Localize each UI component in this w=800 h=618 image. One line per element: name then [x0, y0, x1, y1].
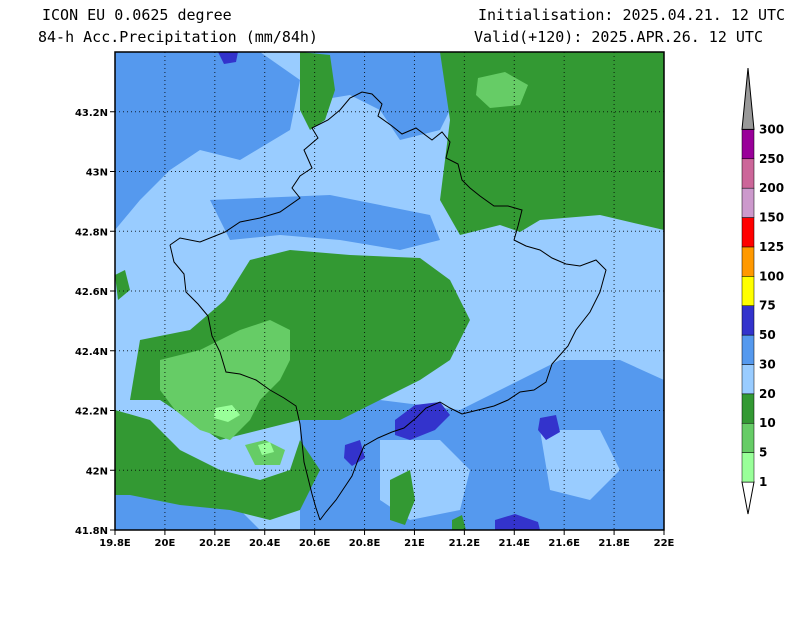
field-region-5-central	[160, 320, 290, 440]
lon-tick-label: 20.4E	[249, 538, 281, 549]
field-region-30-west	[115, 52, 300, 230]
legend-label: 100	[759, 269, 784, 283]
border-west	[169, 244, 321, 521]
field-region-20-southeast	[540, 430, 620, 500]
field-region-5-northeast	[476, 72, 528, 108]
lat-tick-label: 42.6N	[75, 287, 108, 298]
legend-swatch	[741, 364, 755, 395]
lon-tick-label: 22E	[654, 538, 675, 549]
legend-swatch	[741, 129, 755, 160]
legend-label: 10	[759, 416, 776, 430]
legend-label: 75	[759, 299, 776, 313]
legend-label: 20	[759, 387, 776, 401]
legend-swatch	[741, 422, 755, 453]
lon-tick-label: 20.6E	[299, 538, 331, 549]
legend-label: 150	[759, 211, 784, 225]
field-region-50-southwest	[344, 440, 365, 466]
legend-label: 30	[759, 357, 776, 371]
legend-top-triangle	[741, 67, 755, 130]
field-region-30-northcentral	[300, 52, 460, 140]
field-region-50-south	[395, 402, 450, 440]
lat-tick-label: 42.2N	[75, 407, 108, 418]
legend-swatch	[741, 158, 755, 189]
precipitation-field	[115, 52, 664, 530]
field-region-50-north	[218, 52, 238, 64]
field-region-10-east-blob	[115, 270, 130, 300]
legend-label: 125	[759, 240, 784, 254]
legend-swatch	[741, 393, 755, 424]
field-region-50-southeast	[538, 415, 560, 440]
initialisation-time: Initialisation: 2025.04.21. 12 UTC	[478, 6, 786, 24]
lon-tick-label: 20E	[155, 538, 176, 549]
lon-tick-label: 20.8E	[349, 538, 381, 549]
legend-label: 1	[759, 475, 767, 489]
lon-tick-label: 19.8E	[99, 538, 131, 549]
legend-label: 200	[759, 181, 784, 195]
lat-tick-label: 41.8N	[75, 526, 108, 537]
field-region-10-north	[300, 52, 335, 130]
country-borders	[169, 91, 607, 521]
lat-tick-label: 42N	[86, 466, 108, 477]
lon-tick-label: 21.8E	[598, 538, 630, 549]
field-region-30-central	[210, 195, 440, 250]
field-region-1-spot-a	[214, 405, 240, 422]
lat-tick-label: 43.2N	[75, 108, 108, 119]
lon-tick-label: 20.2E	[199, 538, 231, 549]
lat-tick-label: 42.8N	[75, 227, 108, 238]
legend-swatch	[741, 276, 755, 306]
color-legend: 1 5 10 20 30 50 75 100 125 150 200 250 300	[741, 67, 784, 515]
model-title: ICON EU 0.0625 degree	[42, 6, 232, 24]
field-region-10-south-spot	[452, 515, 466, 530]
lon-tick-label: 21E	[404, 538, 425, 549]
lon-tick-label: 21.6E	[548, 538, 580, 549]
axis-ticks: 19.8E 20E 20.2E 20.4E 20.6E 20.8E 21E 21.2E 21.4…	[75, 108, 675, 549]
valid-time: Valid(+120): 2025.APR.26. 12 UTC	[474, 28, 763, 46]
lat-tick-label: 42.4N	[75, 347, 108, 358]
field-title: 84-h Acc.Precipitation (mm/84h)	[38, 28, 318, 46]
field-region-10-southwest	[115, 410, 320, 520]
lon-tick-label: 21.4E	[499, 538, 531, 549]
legend-below-triangle	[741, 481, 755, 515]
legend-label: 50	[759, 328, 776, 342]
legend-label: 300	[759, 122, 784, 136]
field-region-50-bottom	[495, 514, 540, 530]
legend-swatch	[741, 217, 755, 248]
lat-tick-label: 43N	[86, 168, 108, 179]
border-north	[169, 91, 523, 246]
field-region-10-south-strip	[390, 470, 415, 525]
legend-swatch	[741, 305, 755, 336]
legend-label: 5	[759, 446, 767, 460]
legend-swatch	[741, 334, 755, 365]
border-east	[319, 239, 607, 521]
lon-tick-label: 21.2E	[449, 538, 481, 549]
field-region-1-spot-b	[258, 442, 274, 455]
legend-label: 250	[759, 152, 784, 166]
legend-swatch	[741, 246, 755, 277]
field-region-10-northeast	[440, 52, 664, 235]
legend-swatch	[741, 187, 755, 218]
legend-swatch	[741, 452, 755, 483]
